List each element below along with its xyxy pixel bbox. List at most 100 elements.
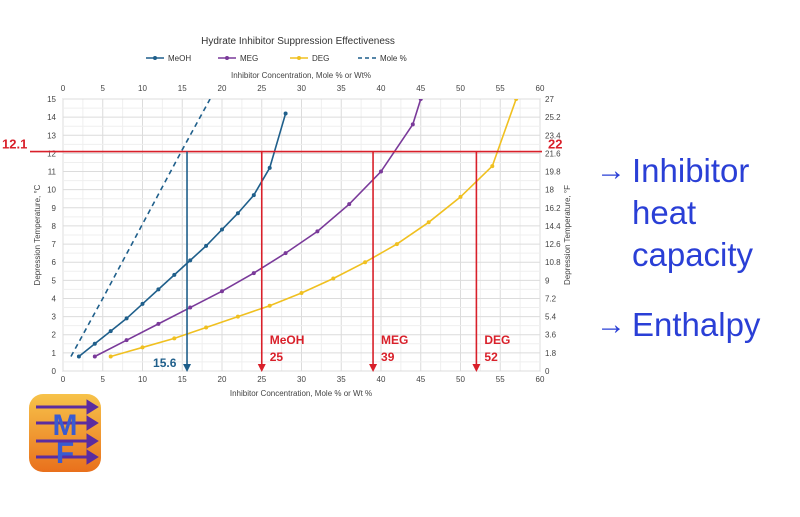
legend-label: DEG: [312, 54, 329, 63]
data-point: [267, 303, 272, 308]
y-tick-label: 1: [52, 349, 57, 358]
y-right-tick-label: 23.4: [545, 131, 561, 140]
y-axis-label: Depression Temperature, °C: [33, 184, 42, 285]
drop-label-value: 39: [381, 350, 395, 364]
data-point: [204, 325, 209, 330]
x-top-tick-label: 45: [416, 84, 425, 93]
x-top-tick-label: 15: [178, 84, 187, 93]
series-meg: [92, 99, 423, 359]
data-point: [331, 276, 336, 281]
x-tick-label: 15: [178, 375, 187, 384]
y-tick-label: 9: [52, 204, 57, 213]
data-point: [251, 193, 256, 198]
data-point: [315, 229, 320, 234]
x-top-tick-label: 35: [337, 84, 346, 93]
data-point: [140, 345, 145, 350]
data-point: [188, 258, 193, 263]
logo-arrows: [36, 399, 99, 465]
y-right-tick-label: 9: [545, 276, 550, 285]
drop-label-value: 25: [270, 350, 284, 364]
x-tick-label: 0: [61, 375, 66, 384]
data-point: [172, 272, 177, 277]
data-point: [92, 341, 97, 346]
data-point: [410, 122, 415, 127]
series-meoh: [76, 111, 288, 359]
y-right-tick-label: 12.6: [545, 240, 561, 249]
data-point: [267, 165, 272, 170]
data-point: [124, 338, 129, 343]
x-top-tick-label: 40: [377, 84, 386, 93]
bullet-item: → Enthalpy: [596, 304, 782, 346]
chart-legend: MeOH MEG DEG Mole %: [146, 54, 407, 63]
bullet-item: → Inhibitor heat capacity: [596, 150, 782, 276]
logo-letter-m: M: [53, 409, 78, 442]
x-tick-label: 50: [456, 375, 465, 384]
x-top-tick-label: 30: [297, 84, 306, 93]
data-point: [235, 314, 240, 319]
x-top-tick-label: 50: [456, 84, 465, 93]
x-top-tick-label: 10: [138, 84, 147, 93]
y-tick-label: 13: [47, 131, 56, 140]
y-axis-right-label: Depression Temperature, °F: [563, 185, 572, 285]
arrow-right-icon: →: [596, 308, 626, 341]
x-top-tick-label: 60: [536, 84, 545, 93]
data-point: [172, 336, 177, 341]
y-right-tick-label: 10.8: [545, 258, 561, 267]
bullet-list: → Inhibitor heat capacity → Enthalpy: [596, 150, 782, 346]
data-point: [108, 354, 113, 359]
y-right-tick-label: 5.4: [545, 313, 557, 322]
data-point: [299, 291, 304, 296]
data-point: [220, 289, 224, 294]
drop-arrowhead: [257, 364, 266, 372]
y-tick-label: 11: [48, 168, 57, 177]
x-tick-label: 35: [337, 375, 346, 384]
x-tick-label: 20: [218, 375, 227, 384]
data-point: [514, 99, 519, 101]
series-line: [78, 113, 287, 358]
y-right-tick-label: 14.4: [545, 222, 561, 231]
y-tick-label: 7: [52, 240, 57, 249]
arrow-right-icon: →: [596, 154, 626, 187]
logo-background: [29, 394, 101, 472]
chart-title: Hydrate Inhibitor Suppression Effectiven…: [201, 36, 395, 47]
chart-grid: [62, 98, 541, 372]
data-point: [124, 316, 129, 321]
y-tick-label: 3: [52, 313, 57, 322]
reference-label-left: 12.1: [2, 137, 27, 152]
legend-marker: [297, 56, 301, 60]
legend-label: MeOH: [168, 54, 191, 63]
y-right-tick-label: 19.8: [545, 168, 561, 177]
x-top-tick-label: 55: [496, 84, 505, 93]
y-tick-label: 2: [52, 331, 57, 340]
y-right-tick-label: 0: [545, 367, 550, 376]
x-axis-top-label: Inhibitor Concentration, Mole % or Wt%: [231, 71, 371, 80]
data-point: [92, 354, 97, 359]
x-tick-label: 55: [496, 375, 505, 384]
series-line: [110, 99, 517, 358]
y-tick-label: 14: [47, 113, 56, 122]
y-right-tick-label: 1.8: [545, 349, 557, 358]
data-point: [156, 287, 161, 292]
y-tick-label: 6: [52, 258, 57, 267]
x-top-tick-label: 20: [218, 84, 227, 93]
drop-label-name: DEG: [484, 333, 510, 347]
legend-label: Mole %: [380, 54, 407, 63]
series-line: [70, 99, 211, 357]
legend-label: MEG: [240, 54, 258, 63]
y-tick-label: 5: [52, 276, 57, 285]
drop-arrowhead: [183, 364, 192, 372]
data-point: [251, 271, 256, 276]
x-tick-label: 60: [536, 375, 545, 384]
x-tick-label: 5: [101, 375, 106, 384]
x-top-tick-label: 0: [61, 84, 66, 93]
data-point: [235, 211, 240, 216]
x-tick-label: 30: [297, 375, 306, 384]
drop-label-name: MeOH: [270, 333, 305, 347]
data-point: [363, 260, 368, 265]
data-point: [379, 169, 383, 174]
x-top-tick-label: 25: [257, 84, 266, 93]
y-right-tick-label: 7.2: [545, 294, 557, 303]
axis-ticks: 0055101015152020252530303535404045455050…: [47, 84, 561, 384]
